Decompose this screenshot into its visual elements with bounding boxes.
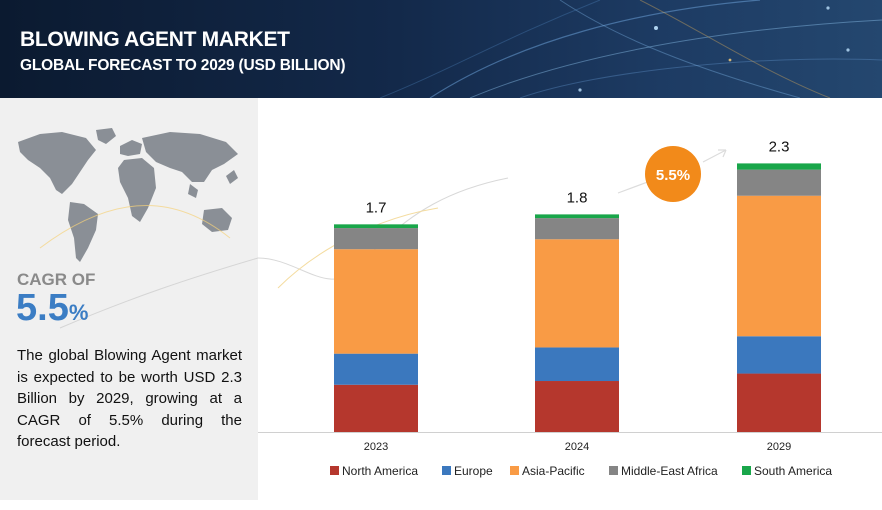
legend-label: South America: [754, 464, 832, 478]
cagr-number: 5.5: [16, 287, 69, 329]
cagr-arrow: [702, 149, 727, 163]
legend-swatch: [330, 466, 339, 475]
bar-segment: [334, 353, 418, 385]
legend-label: North America: [342, 464, 418, 478]
legend-label: Middle-East Africa: [621, 464, 718, 478]
bar-segment: [334, 228, 418, 250]
bar-segment: [737, 195, 821, 337]
page-title: BLOWING AGENT MARKET: [20, 28, 290, 51]
bar-segment: [334, 249, 418, 354]
bar-segment: [737, 163, 821, 170]
bar-segment: [535, 239, 619, 348]
cagr-unit: %: [68, 300, 89, 325]
bar-segment: [737, 169, 821, 196]
bar-total-label: 1.7: [366, 199, 387, 216]
x-tick-label: 2023: [364, 441, 388, 453]
legend-swatch: [442, 466, 451, 475]
summary-panel: [0, 98, 258, 500]
bar-total-label: 2.3: [769, 138, 790, 155]
bar-segment: [334, 224, 418, 229]
decorative-curve: [39, 205, 258, 329]
cagr-bubble-label: 5.5%: [656, 167, 690, 184]
x-tick-label: 2024: [565, 441, 589, 453]
bar-segment: [737, 336, 821, 374]
legend-swatch: [742, 466, 751, 475]
stacked-bar-chart: 1.7 2023 1.8 2024 2.3 2029 5.5% North America Eu…: [258, 138, 882, 478]
banner-background-art: [379, 0, 882, 98]
bar-total-label: 1.8: [567, 189, 588, 206]
cagr-bubble: [645, 146, 701, 202]
bar-segment: [535, 381, 619, 432]
legend-label: Europe: [454, 464, 493, 478]
bar-segment: [535, 214, 619, 219]
cagr-arrowhead: [718, 149, 727, 158]
bar-segment: [535, 347, 619, 382]
header-banner: BLOWING AGENT MARKET GLOBAL FORECAST TO …: [0, 0, 882, 98]
bar-segment: [334, 384, 418, 432]
legend-swatch: [510, 466, 519, 475]
cagr-label: CAGR OF: [17, 270, 96, 289]
legend-swatch: [609, 466, 618, 475]
legend-label: Asia-Pacific: [522, 464, 585, 478]
page-subtitle: GLOBAL FORECAST TO 2029 (USD BILLION): [20, 57, 346, 74]
bar-segment: [535, 218, 619, 240]
cagr-value: 5.5%: [16, 287, 88, 330]
bar-segment: [737, 373, 821, 432]
x-tick-label: 2029: [767, 441, 791, 453]
market-description: The global Blowing Agent market is expec…: [17, 347, 242, 451]
